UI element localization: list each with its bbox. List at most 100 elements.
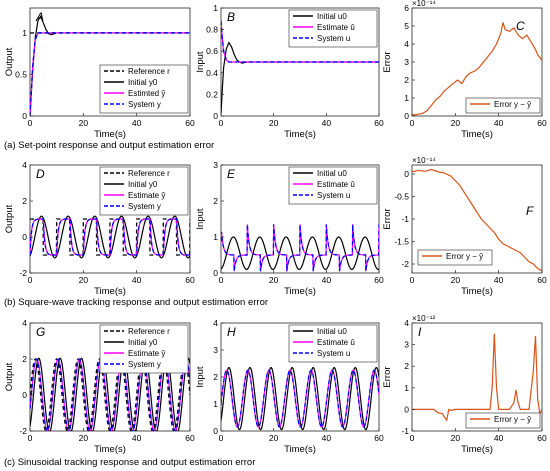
- y-tick-label: 0.6: [206, 46, 218, 56]
- y-axis-label: Output: [4, 362, 15, 391]
- x-tick-label: 60: [185, 118, 195, 128]
- y-tick-label: 2: [404, 361, 409, 371]
- series-group: [221, 20, 379, 114]
- y-tick-label: 4: [22, 318, 27, 328]
- legend-box: [465, 412, 541, 429]
- series-line: [30, 218, 190, 256]
- y-tick-label: 1: [22, 28, 27, 38]
- legend-label: System u: [317, 34, 350, 43]
- legend: Reference r Initial y0 Estimted ŷ System y: [99, 64, 189, 114]
- series-line: [30, 215, 190, 259]
- y-axis-label: Input: [195, 366, 206, 387]
- legend-label: Reference r: [128, 327, 170, 336]
- series-line: [221, 366, 379, 431]
- y-axis-label: Input: [195, 51, 206, 72]
- y-tick-label: 0.5: [15, 69, 27, 79]
- legend-label: Initial y0: [128, 338, 158, 347]
- x-tick-label: 20: [451, 433, 461, 443]
- y-tick-label: -2: [401, 259, 409, 269]
- y-tick-label: 1: [404, 93, 409, 103]
- y-axis-label: Error: [382, 366, 393, 387]
- x-tick-label: 0: [219, 433, 224, 443]
- x-tick-label: 20: [269, 275, 279, 285]
- y-tick-label: 2: [404, 75, 409, 85]
- panel-h: 0 20 40 60 0 1 2 3 4 Time(s) Input H Initial u0 Estim…: [195, 318, 384, 455]
- x-tick-label: 40: [322, 118, 332, 128]
- y-tick-label: 0.2: [206, 89, 218, 99]
- axis-exponent: ×10⁻¹²: [412, 314, 435, 323]
- y-tick-label: 4: [404, 318, 409, 328]
- series-line: [412, 168, 542, 272]
- legend: Initial u0 Estimate û System u: [288, 166, 378, 205]
- y-tick-label: 4: [22, 160, 27, 170]
- legend-label: Reference r: [128, 67, 170, 76]
- legend-box: [99, 324, 189, 374]
- y-tick-label: 0: [22, 111, 27, 121]
- panel-label: G: [36, 325, 45, 339]
- series-line: [221, 20, 379, 63]
- series-group: [412, 333, 542, 422]
- y-tick-label: -1: [401, 426, 409, 436]
- legend-label: Estimted ŷ: [128, 89, 165, 98]
- y-axis-label: Output: [4, 204, 15, 233]
- x-tick-label: 0: [219, 118, 224, 128]
- y-tick-label: 0: [22, 390, 27, 400]
- legend-label: System u: [317, 191, 350, 200]
- legend-label: Error y − ŷ: [494, 100, 531, 109]
- legend-box: [417, 249, 493, 266]
- series-line: [30, 358, 190, 431]
- y-tick-label: -1: [401, 214, 409, 224]
- x-tick-label: 40: [132, 433, 142, 443]
- x-axis-label: Time(s): [461, 129, 493, 140]
- x-tick-label: 40: [132, 275, 142, 285]
- y-tick-label: 4: [404, 39, 409, 49]
- y-axis-label: Error: [382, 208, 393, 229]
- y-tick-label: 0.8: [206, 25, 218, 35]
- y-tick-label: 0: [404, 169, 409, 179]
- legend-label: Estimate û: [317, 338, 355, 347]
- caption-b: (b) Square-wave tracking response and ou…: [4, 297, 269, 308]
- y-tick-label: 0: [213, 111, 218, 121]
- y-tick-label: 0: [404, 111, 409, 121]
- x-tick-label: 60: [374, 118, 384, 128]
- y-tick-label: 3: [404, 340, 409, 350]
- x-tick-label: 60: [185, 275, 195, 285]
- legend: Error y − ŷ: [465, 97, 541, 114]
- x-tick-label: 20: [79, 275, 89, 285]
- legend-label: System y: [128, 202, 161, 211]
- x-axis-label: Time(s): [284, 286, 316, 297]
- x-tick-label: 20: [451, 118, 461, 128]
- x-tick-label: 20: [79, 433, 89, 443]
- x-tick-label: 0: [219, 275, 224, 285]
- y-tick-label: 0: [213, 426, 218, 436]
- x-tick-label: 40: [494, 275, 504, 285]
- legend-label: Error y − ŷ: [494, 415, 531, 424]
- x-tick-label: 20: [79, 118, 89, 128]
- y-tick-label: 2: [213, 196, 218, 206]
- y-tick-label: 2: [22, 196, 27, 206]
- legend-label: Initial u0: [317, 169, 347, 178]
- legend-label: System y: [128, 360, 161, 369]
- panel-label: I: [418, 325, 422, 339]
- y-tick-label: 0: [213, 268, 218, 278]
- x-tick-label: 40: [322, 275, 332, 285]
- x-tick-label: 60: [537, 433, 547, 443]
- y-tick-label: 3: [213, 345, 218, 355]
- y-tick-label: -0.5: [394, 192, 409, 202]
- y-tick-label: 2: [213, 372, 218, 382]
- x-tick-label: 40: [494, 433, 504, 443]
- panel-f: 0 20 40 60 -2 -1.5 -1 -0.5 0 Time(s) Error ×10⁻¹⁴ F E…: [382, 156, 547, 297]
- panel-label: C: [516, 19, 525, 33]
- series-line: [221, 224, 379, 272]
- y-axis-label: Error: [382, 51, 393, 72]
- y-axis-label: Output: [4, 47, 15, 76]
- x-axis-label: Time(s): [94, 129, 126, 140]
- series-line: [30, 218, 190, 256]
- panel-label: A: [35, 10, 44, 24]
- legend-box: [99, 166, 189, 216]
- legend-label: Estimate ŷ: [128, 191, 165, 200]
- x-axis-label: Time(s): [94, 444, 126, 455]
